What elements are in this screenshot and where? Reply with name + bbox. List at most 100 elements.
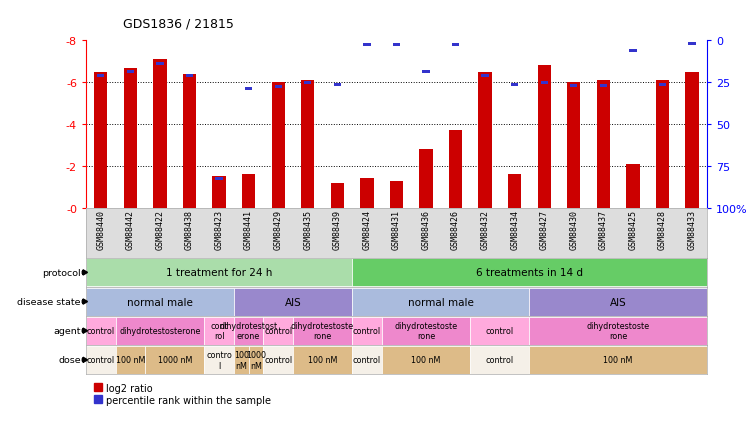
Bar <box>361 179 373 208</box>
Bar <box>452 44 459 47</box>
Text: normal male: normal male <box>127 297 193 307</box>
Bar <box>656 81 669 208</box>
Bar <box>393 44 400 47</box>
Bar <box>275 86 282 89</box>
Text: GSM88435: GSM88435 <box>303 210 312 250</box>
Bar <box>685 72 699 208</box>
Bar <box>301 81 314 208</box>
Text: control: control <box>264 355 292 365</box>
Bar <box>94 72 108 208</box>
Bar <box>245 88 252 91</box>
Text: GSM88423: GSM88423 <box>215 210 224 250</box>
Bar <box>626 164 640 208</box>
Text: GSM88431: GSM88431 <box>392 210 401 250</box>
Text: GSM88424: GSM88424 <box>362 210 371 250</box>
Bar <box>508 175 521 208</box>
FancyBboxPatch shape <box>470 317 530 345</box>
Text: contro
l: contro l <box>206 350 232 370</box>
FancyBboxPatch shape <box>86 317 116 345</box>
Bar <box>242 175 255 208</box>
FancyBboxPatch shape <box>530 317 707 345</box>
FancyBboxPatch shape <box>248 346 263 374</box>
Text: GSM88427: GSM88427 <box>540 210 549 250</box>
Bar <box>304 82 311 85</box>
Text: log2 ratio: log2 ratio <box>106 383 153 393</box>
FancyBboxPatch shape <box>234 317 263 345</box>
Text: GSM88432: GSM88432 <box>481 210 490 250</box>
Bar <box>272 83 285 208</box>
FancyBboxPatch shape <box>86 288 234 316</box>
Text: 1000
nM: 1000 nM <box>246 350 266 370</box>
Bar <box>364 44 370 47</box>
Bar <box>423 71 429 74</box>
Bar <box>600 85 607 88</box>
Bar <box>126 71 134 74</box>
Text: GSM88442: GSM88442 <box>126 210 135 250</box>
FancyBboxPatch shape <box>263 317 293 345</box>
Bar <box>597 81 610 208</box>
Text: control: control <box>87 326 115 335</box>
Text: dihydrotestoste
rone: dihydrotestoste rone <box>586 321 650 341</box>
Text: 100 nM: 100 nM <box>604 355 633 365</box>
FancyBboxPatch shape <box>263 346 293 374</box>
Text: dihydrotestosterone: dihydrotestosterone <box>119 326 200 335</box>
Bar <box>688 43 696 46</box>
FancyBboxPatch shape <box>116 317 204 345</box>
Text: GSM88439: GSM88439 <box>333 210 342 250</box>
Text: agent: agent <box>53 326 81 335</box>
FancyBboxPatch shape <box>293 317 352 345</box>
Bar <box>331 183 344 208</box>
FancyBboxPatch shape <box>352 259 707 287</box>
FancyBboxPatch shape <box>116 346 145 374</box>
Text: GSM88422: GSM88422 <box>156 210 165 250</box>
Bar <box>538 66 551 208</box>
Bar <box>449 131 462 208</box>
FancyBboxPatch shape <box>470 346 530 374</box>
FancyBboxPatch shape <box>530 288 707 316</box>
Text: GSM88430: GSM88430 <box>569 210 578 250</box>
Text: 100 nM: 100 nM <box>308 355 337 365</box>
FancyBboxPatch shape <box>204 346 234 374</box>
Text: control: control <box>353 355 381 365</box>
Bar <box>420 150 432 208</box>
Text: GSM88436: GSM88436 <box>422 210 431 250</box>
Text: control: control <box>264 326 292 335</box>
Bar <box>390 181 403 208</box>
Bar <box>334 84 341 86</box>
Text: percentile rank within the sample: percentile rank within the sample <box>106 395 272 405</box>
Bar <box>123 69 137 208</box>
Text: GDS1836 / 21815: GDS1836 / 21815 <box>123 17 234 30</box>
Text: GSM88440: GSM88440 <box>96 210 105 250</box>
Bar <box>186 75 193 78</box>
Text: GSM88429: GSM88429 <box>274 210 283 250</box>
Bar <box>629 50 637 53</box>
Bar <box>97 75 105 78</box>
Bar <box>156 63 164 66</box>
Bar <box>215 178 223 181</box>
Text: disease state: disease state <box>17 297 81 306</box>
Text: 1 treatment for 24 h: 1 treatment for 24 h <box>166 268 272 278</box>
Text: protocol: protocol <box>42 268 81 277</box>
Bar <box>482 75 488 78</box>
FancyBboxPatch shape <box>352 317 381 345</box>
FancyBboxPatch shape <box>234 288 352 316</box>
Text: normal male: normal male <box>408 297 473 307</box>
FancyBboxPatch shape <box>234 346 248 374</box>
Text: GSM88428: GSM88428 <box>658 210 667 250</box>
Text: control: control <box>87 355 115 365</box>
Bar <box>567 83 580 208</box>
Text: dihydrotestoste
rone: dihydrotestoste rone <box>394 321 458 341</box>
Text: GSM88433: GSM88433 <box>687 210 696 250</box>
Bar <box>153 60 167 208</box>
Bar <box>511 84 518 86</box>
FancyBboxPatch shape <box>530 346 707 374</box>
Text: GSM88426: GSM88426 <box>451 210 460 250</box>
Text: control: control <box>486 326 514 335</box>
FancyBboxPatch shape <box>145 346 204 374</box>
Bar <box>570 85 577 88</box>
FancyBboxPatch shape <box>381 317 470 345</box>
Text: GSM88441: GSM88441 <box>244 210 253 250</box>
Text: 6 treatments in 14 d: 6 treatments in 14 d <box>476 268 583 278</box>
Bar <box>183 75 196 208</box>
Bar <box>541 82 548 85</box>
